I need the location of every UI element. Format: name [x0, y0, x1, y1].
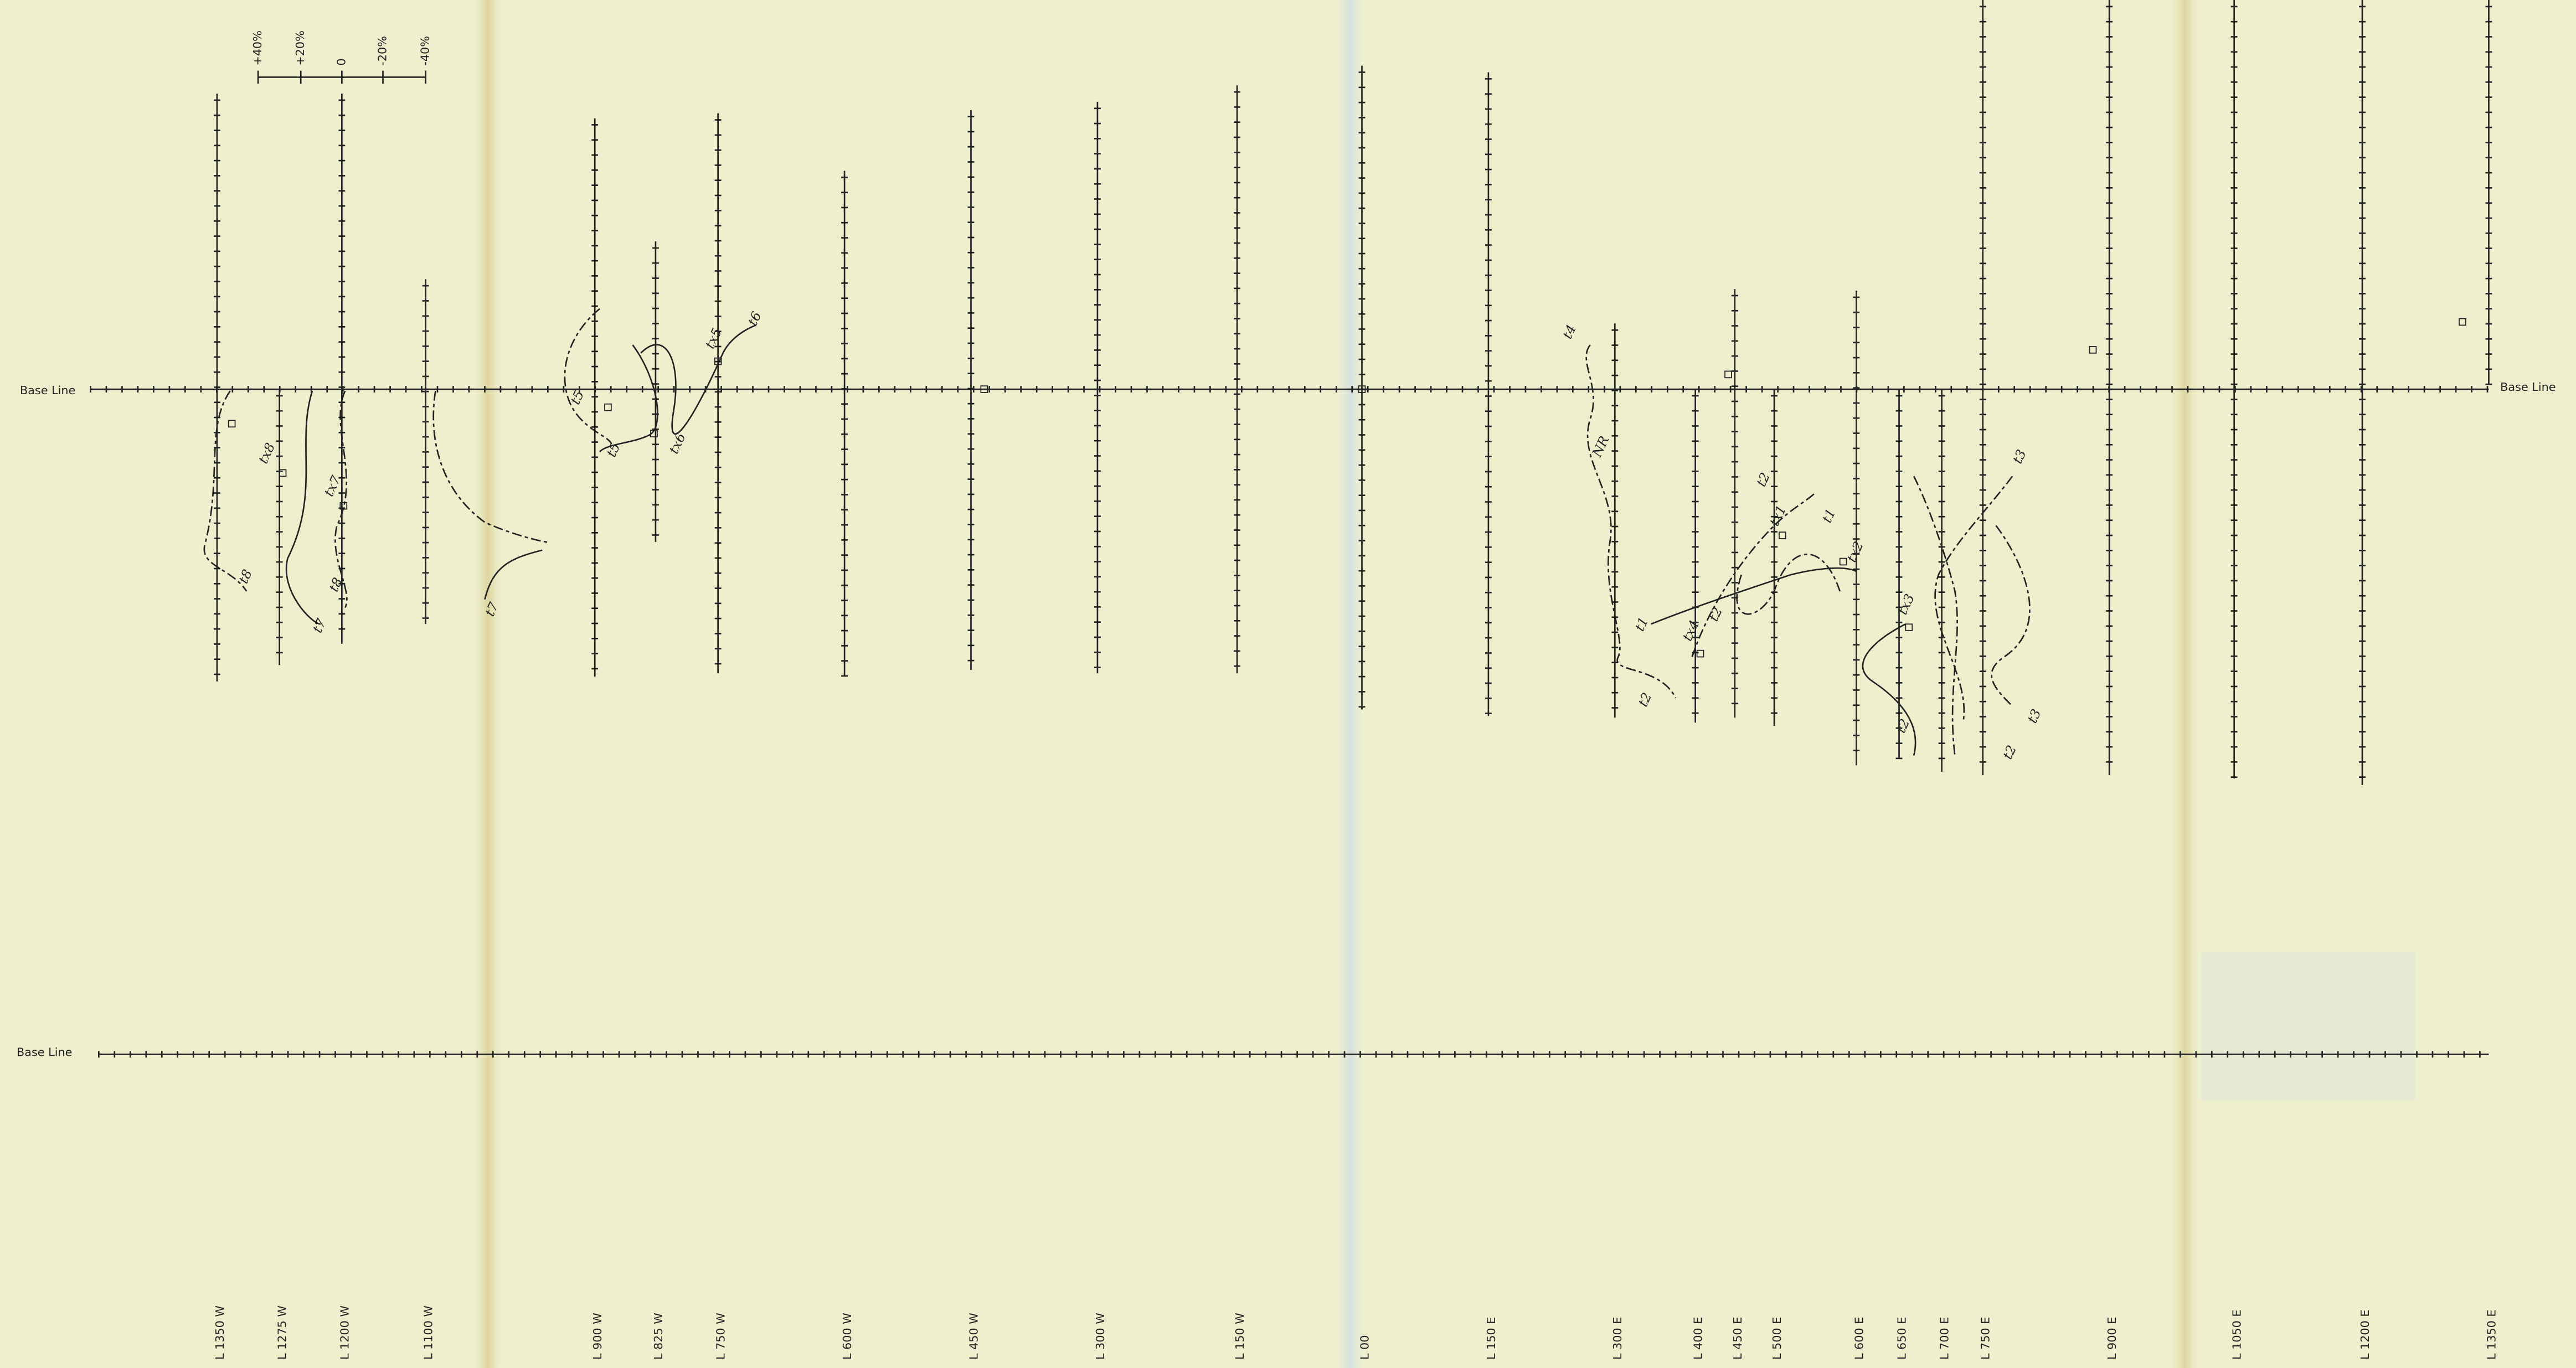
- scale-label: -40%: [419, 36, 432, 66]
- station-marker: [339, 502, 348, 510]
- station-marker: [279, 469, 287, 477]
- profile: [640, 324, 756, 435]
- station-marker: [1839, 557, 1847, 566]
- line-label: L 1200 W: [338, 1305, 351, 1360]
- profile: [1913, 476, 1958, 756]
- line-label: L 400 E: [1692, 1317, 1705, 1360]
- line-label: L 300 E: [1611, 1317, 1624, 1360]
- survey-lines: Base Line Base Line Base Line L 1350 W L 127…: [17, 0, 2556, 1360]
- profile: [285, 390, 321, 625]
- profile: [1934, 476, 2013, 723]
- scale-label: 0: [334, 58, 348, 65]
- line-label: L 900 W: [591, 1313, 604, 1360]
- profile: [484, 549, 543, 600]
- station-marker: [2459, 318, 2466, 326]
- profile: [334, 390, 348, 608]
- profile: [599, 344, 658, 452]
- line-label: L 1350 W: [213, 1305, 226, 1360]
- station-marker: [650, 430, 658, 437]
- line-label: L 500 E: [1770, 1317, 1784, 1360]
- base-line-label: Base Line: [17, 1045, 72, 1059]
- profile: [1651, 567, 1857, 625]
- line-label: L 1275 W: [276, 1305, 289, 1360]
- station-marker: [1779, 531, 1786, 539]
- fold: [1337, 0, 1364, 1368]
- line-label: L 600 W: [841, 1313, 854, 1360]
- line-label: L 300 W: [1094, 1313, 1107, 1360]
- line-label: L 700 E: [1938, 1317, 1951, 1360]
- line-label: L 600 E: [1852, 1317, 1866, 1360]
- station-marker: [1724, 370, 1732, 379]
- profile: [203, 390, 248, 592]
- line-label: L 825 W: [652, 1313, 665, 1360]
- scale-label: +20%: [293, 30, 307, 66]
- line-label: L 1200 E: [2358, 1309, 2372, 1360]
- station-marker: [1358, 385, 1366, 393]
- profile: [1862, 623, 1916, 756]
- station-marker: [604, 403, 612, 411]
- line-label: L 150 W: [1233, 1313, 1246, 1360]
- station-marker: [2089, 346, 2097, 354]
- fold: [2171, 0, 2198, 1368]
- line-label: L 650 E: [1895, 1317, 1908, 1360]
- fold: [475, 0, 502, 1368]
- station-marker: [980, 385, 988, 393]
- scale-label: +40%: [251, 30, 264, 66]
- profiles: [203, 308, 2031, 756]
- base-line-label: Base Line: [20, 384, 75, 397]
- line-label: L 900 E: [2105, 1317, 2119, 1360]
- line-label: L 750 W: [714, 1313, 728, 1360]
- line-label: L 450 W: [967, 1313, 980, 1360]
- line-label: L 1100 W: [422, 1305, 435, 1360]
- line-label: L 750 E: [1979, 1317, 1992, 1360]
- scale-label: -20%: [376, 36, 389, 66]
- line-label: L 450 E: [1731, 1317, 1744, 1360]
- station-marker: [1905, 623, 1913, 631]
- profile: [1585, 344, 1677, 699]
- station-marker: [714, 357, 722, 365]
- station-marker: [228, 420, 236, 428]
- profile: [564, 308, 612, 444]
- station-marker: [1696, 649, 1704, 658]
- profile: [1691, 492, 1816, 657]
- stain: [2201, 952, 2415, 1101]
- base-line-label: Base Line: [2500, 380, 2556, 394]
- line-label: L 150 E: [1485, 1317, 1498, 1360]
- line-label: L 1050 E: [2230, 1309, 2244, 1360]
- line-label: L 00: [1358, 1335, 1371, 1360]
- profile: [1991, 525, 2031, 707]
- line-label: L 1350 E: [2485, 1309, 2498, 1360]
